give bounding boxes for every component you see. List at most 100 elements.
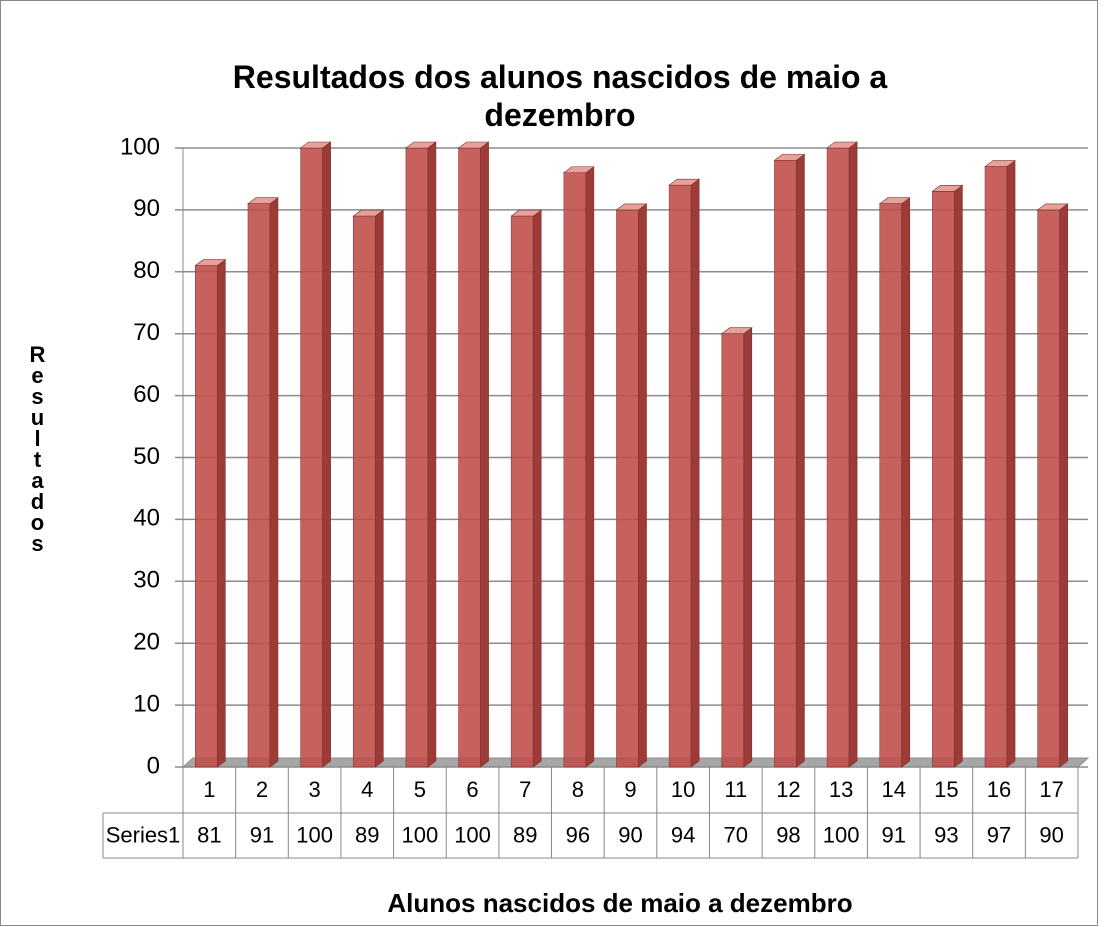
bar-top xyxy=(668,178,701,186)
bar-front xyxy=(932,191,955,768)
bar-top xyxy=(984,160,1016,167)
table-value: 97 xyxy=(987,822,1011,847)
bar-top xyxy=(247,197,279,205)
bar-top xyxy=(826,141,858,149)
x-tick-label: 7 xyxy=(519,777,531,802)
x-axis-title: Alunos nascidos de maio a dezembro xyxy=(387,888,852,918)
bar xyxy=(773,153,806,768)
bar-side xyxy=(1059,203,1068,768)
chart-title: Resultados dos alunos nascidos de maio a… xyxy=(233,59,888,133)
x-tick-label: 13 xyxy=(829,777,853,802)
table-value: 100 xyxy=(454,822,491,847)
x-tick-label: 11 xyxy=(724,777,747,802)
bar xyxy=(826,141,858,768)
bar-top xyxy=(194,259,227,266)
y-tick-label: 20 xyxy=(133,629,160,656)
bar xyxy=(352,209,385,768)
y-tick-label: 0 xyxy=(147,752,160,779)
bar-side xyxy=(217,259,226,768)
bar-top xyxy=(1036,203,1069,211)
bar-top xyxy=(405,141,437,149)
bar xyxy=(562,166,595,768)
table-value: 89 xyxy=(355,822,379,847)
bar-top xyxy=(931,185,964,192)
bar-side xyxy=(954,184,963,768)
table-value: 89 xyxy=(513,822,537,847)
x-tick-label: 16 xyxy=(987,777,1011,802)
bar-front xyxy=(352,215,376,768)
bar-top xyxy=(299,141,332,149)
x-tick-label: 2 xyxy=(256,777,268,802)
bar-front xyxy=(458,147,481,768)
bar-side xyxy=(638,203,647,768)
table-value: 93 xyxy=(934,822,958,847)
bar-front xyxy=(563,172,587,768)
bar-front xyxy=(300,147,323,768)
series-name: Series1 xyxy=(106,822,181,847)
table-value: 91 xyxy=(881,822,905,847)
bar xyxy=(299,141,332,768)
bar xyxy=(194,259,227,768)
table-value: 70 xyxy=(724,822,748,847)
bar xyxy=(510,209,543,768)
bar-top xyxy=(615,203,648,211)
bar-side xyxy=(322,141,331,768)
bar-top xyxy=(878,197,911,205)
y-tick-label: 10 xyxy=(133,690,160,717)
bar xyxy=(457,141,490,768)
table-value: 98 xyxy=(776,822,800,847)
x-tick-label: 4 xyxy=(361,777,373,802)
bar-side xyxy=(269,197,279,768)
table-value: 100 xyxy=(823,822,860,847)
bar-front xyxy=(1037,209,1060,768)
bar-front xyxy=(721,333,745,768)
bar-top xyxy=(457,141,490,149)
bar-side xyxy=(427,141,437,768)
y-axis-title: Resultados xyxy=(25,342,50,552)
y-tick-label: 90 xyxy=(133,195,160,222)
x-tick-label: 15 xyxy=(934,777,958,802)
bar-top xyxy=(562,166,595,174)
bar-front xyxy=(616,209,639,768)
y-tick-label: 70 xyxy=(133,319,160,346)
table-value: 81 xyxy=(197,822,221,847)
bar-side xyxy=(585,166,595,768)
bar-side xyxy=(532,209,542,768)
bar xyxy=(720,327,753,768)
bar-front xyxy=(826,147,850,768)
bar-side xyxy=(374,209,384,768)
x-tick-label: 12 xyxy=(776,777,800,802)
y-tick-label: 50 xyxy=(133,443,160,470)
bar-side xyxy=(743,327,753,768)
bar xyxy=(984,159,1016,768)
bar-front xyxy=(774,160,797,768)
bar xyxy=(1036,203,1069,768)
table-value: 94 xyxy=(671,822,695,847)
x-tick-label: 9 xyxy=(624,777,636,802)
x-tick-label: 5 xyxy=(414,777,426,802)
x-tick-label: 10 xyxy=(671,777,695,802)
bar xyxy=(878,197,911,768)
bar-side xyxy=(796,153,805,768)
x-tick-label: 8 xyxy=(572,777,584,802)
table-value: 96 xyxy=(566,822,590,847)
y-tick-label: 100 xyxy=(120,133,160,160)
x-tick-label: 3 xyxy=(308,777,320,802)
table-value: 100 xyxy=(402,822,439,847)
x-tick-label: 6 xyxy=(466,777,478,802)
bar-side xyxy=(848,141,858,768)
y-tick-label: 80 xyxy=(133,257,160,284)
x-tick-label: 14 xyxy=(881,777,905,802)
bar-side xyxy=(901,197,911,768)
y-tick-label: 30 xyxy=(133,567,160,594)
bar xyxy=(247,197,279,768)
bar xyxy=(931,184,964,768)
table-value: 91 xyxy=(250,822,274,847)
bar-front xyxy=(879,203,903,768)
x-tick-label: 17 xyxy=(1039,777,1063,802)
bar-side xyxy=(480,141,489,768)
bar-side xyxy=(1006,159,1016,768)
bar-side xyxy=(690,178,700,768)
y-tick-label: 60 xyxy=(133,381,160,408)
